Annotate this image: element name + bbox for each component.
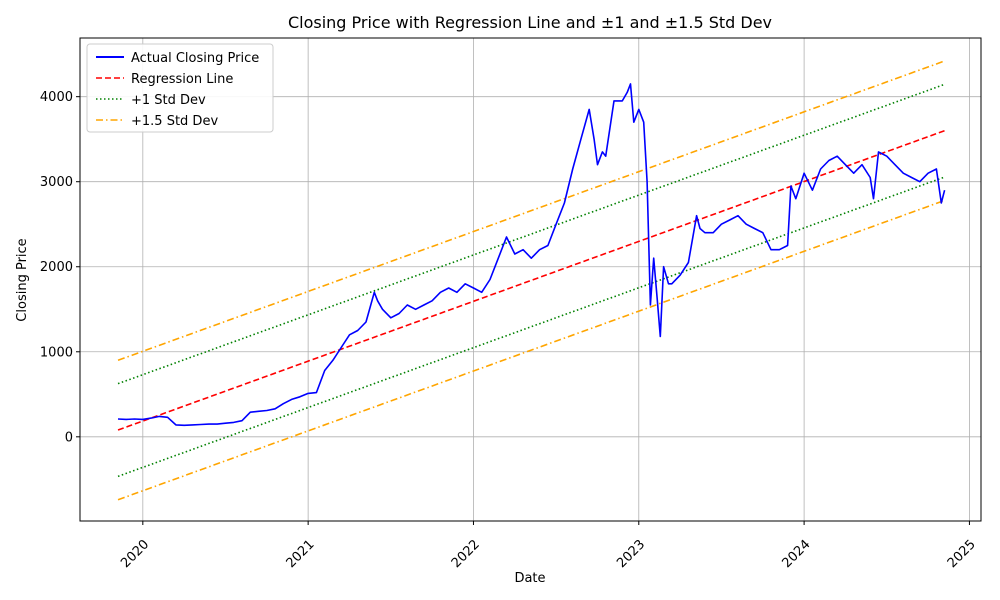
legend-label-regression: Regression Line	[131, 72, 233, 87]
x-tick-label: 2021	[284, 537, 318, 571]
plot-area	[117, 60, 946, 501]
std1-lower-line	[117, 176, 945, 478]
legend-label-actual: Actual Closing Price	[131, 51, 259, 66]
std15-lower-line	[117, 199, 945, 501]
actual-closing-price-line	[117, 83, 946, 427]
std15-upper-line	[117, 60, 945, 362]
y-axis-label: Closing Price	[15, 238, 30, 321]
x-tick-label: 2022	[449, 537, 483, 571]
legend-label-std1: +1 Std Dev	[131, 93, 206, 108]
chart-title: Closing Price with Regression Line and ±…	[288, 13, 772, 32]
y-tick-label: 1000	[40, 345, 73, 360]
std1-upper-line	[117, 83, 945, 385]
legend-label-std15: +1.5 Std Dev	[131, 114, 218, 129]
plot-frame	[79, 37, 982, 522]
x-tick-label: 2025	[945, 537, 979, 571]
regression-line	[117, 129, 945, 431]
legend: Actual Closing Price Regression Line +1 …	[86, 43, 274, 133]
x-tick-label: 2020	[118, 537, 152, 571]
x-tick-label: 2024	[780, 537, 814, 571]
x-axis-label: Date	[514, 571, 545, 586]
legend-box	[86, 43, 274, 133]
x-tick-label: 2023	[614, 537, 648, 571]
y-tick-label: 2000	[40, 260, 73, 275]
y-tick-label: 4000	[40, 90, 73, 105]
y-tick-label: 3000	[40, 175, 73, 190]
axes: 2020 2021 2022 2023 2024 2025 0 1000 2000 3000 400…	[40, 90, 979, 571]
y-tick-label: 0	[65, 430, 73, 445]
